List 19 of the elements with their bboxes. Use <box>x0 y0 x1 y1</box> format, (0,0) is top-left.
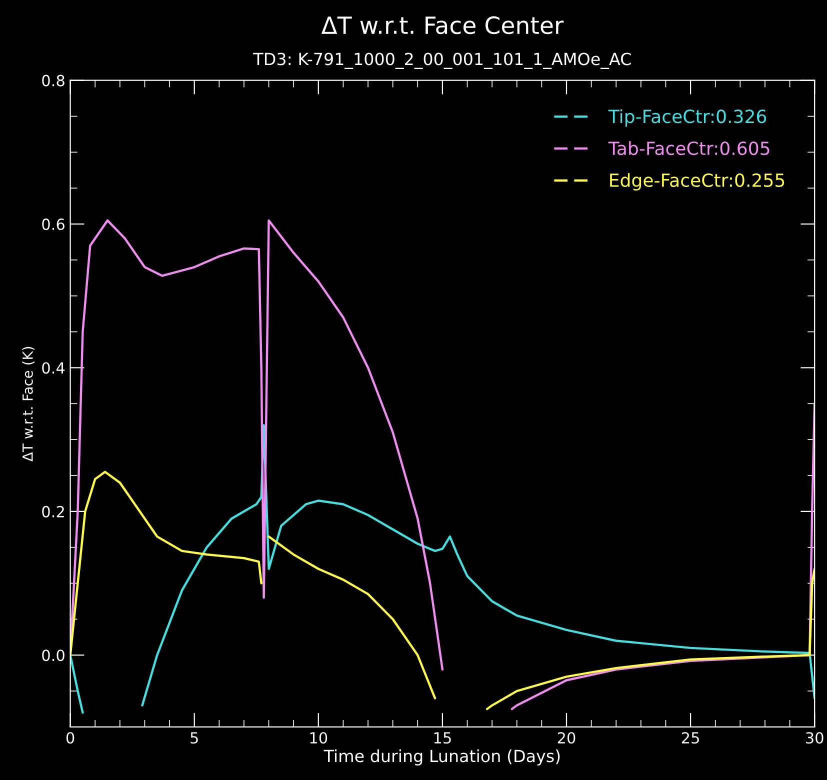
chart-title: ΔT w.r.t. Face Center <box>321 16 564 34</box>
y-tick-label: 0.2 <box>42 506 64 518</box>
x-tick-label: 30 <box>806 732 824 744</box>
x-tick-label: 25 <box>682 732 699 744</box>
x-tick-label: 0 <box>66 732 74 744</box>
chart-subtitle: TD3: K-791_1000_2_00_001_101_1_AMOe_AC <box>253 52 631 69</box>
x-axis-title: Time during Lunation (Days) <box>324 749 560 766</box>
x-tick-label: 15 <box>434 732 451 744</box>
y-tick-label: 0.8 <box>42 74 64 86</box>
x-tick-label: 20 <box>558 732 576 744</box>
legend-label: Tab-FaceCtr:0.605 <box>608 141 770 156</box>
y-tick-label: 0.4 <box>42 362 65 374</box>
y-tick-label: 0.6 <box>42 218 64 230</box>
legend-label: Edge-FaceCtr:0.255 <box>610 173 784 191</box>
x-tick-label: 10 <box>310 732 328 744</box>
y-tick-label: 0.0 <box>42 650 64 662</box>
y-axis-title: ΔT w.r.t. Face (K) <box>22 346 35 462</box>
x-tick-label: 5 <box>190 732 198 744</box>
legend-label: Tip-FaceCtr:0.326 <box>608 109 766 127</box>
